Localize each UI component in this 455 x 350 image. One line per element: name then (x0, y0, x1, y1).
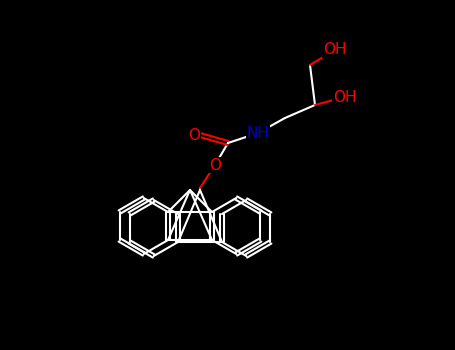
Text: OH: OH (323, 42, 347, 57)
Text: OH: OH (333, 90, 357, 105)
Text: O: O (209, 158, 221, 173)
Text: O: O (188, 127, 200, 142)
Text: NH: NH (247, 126, 269, 140)
